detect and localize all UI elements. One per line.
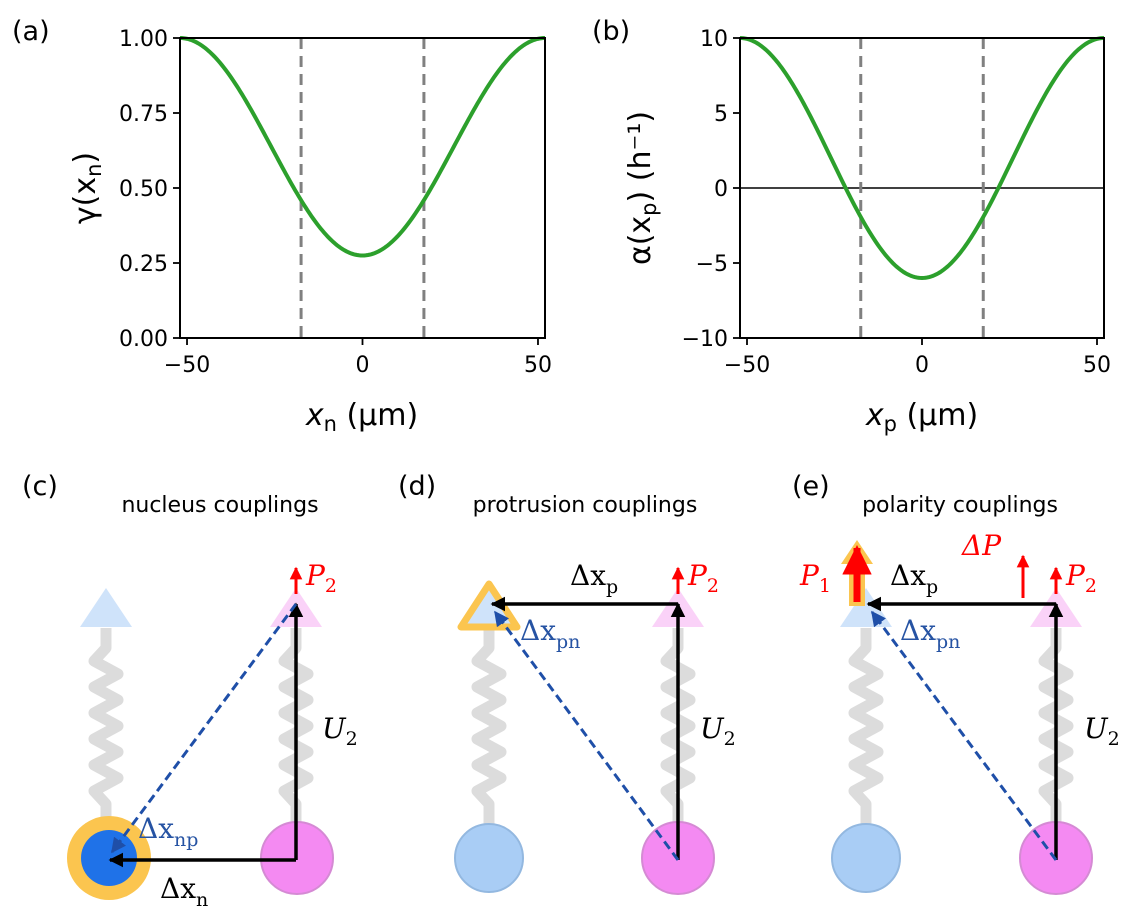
panel-e-title: polarity couplings: [862, 493, 1058, 518]
x-tick-label: 0: [915, 353, 929, 378]
dxpn-arrow: [493, 610, 680, 861]
x-tick-label: −50: [724, 353, 770, 378]
spring-left: [848, 628, 884, 830]
label-dxpn: Δxpn: [520, 614, 580, 653]
label-p2: P2: [1065, 559, 1097, 597]
data-curve: [179, 36, 546, 258]
plot-b-ylabel: α(xp) (h⁻¹): [623, 111, 661, 265]
y-tick-label: 5: [714, 102, 728, 127]
panel-a: (a) −50 0 50 0.00 0.25 0.50 0.75 1.00 xn (μm) γ…: [12, 16, 552, 436]
plot-a-xlabel: xn (μm): [305, 398, 418, 436]
spring-right: [1038, 628, 1074, 830]
panel-c-label: (c): [22, 471, 58, 502]
panel-d-title: protrusion couplings: [473, 493, 698, 518]
panel-d-label: (d): [398, 471, 436, 502]
panel-b-label: (b): [592, 16, 630, 47]
panel-e-label: (e): [792, 471, 830, 502]
label-dxnp: Δxnp: [138, 812, 198, 851]
nucleus-1: [81, 830, 137, 886]
spring-left: [88, 628, 124, 830]
label-p2: P2: [305, 559, 337, 597]
protrusion-1: [840, 588, 892, 627]
label-p2: P2: [687, 559, 719, 597]
x-tick-label: 50: [524, 353, 552, 378]
nucleus-1: [831, 823, 901, 893]
plot-b-frame: [739, 37, 1105, 339]
spring-right: [660, 628, 696, 830]
y-tick-label: 0.50: [119, 177, 168, 202]
y-tick-label: 1.00: [119, 27, 168, 52]
panel-d: (d) protrusion couplings P2 Δxp Δxpn U2: [398, 471, 736, 895]
panel-c: (c) nucleus couplings P2 U2 Δxnp Δxn: [22, 471, 358, 911]
data-curve: [739, 36, 1105, 281]
x-tick-label: 0: [356, 353, 370, 378]
label-dxp: Δxp: [890, 559, 938, 598]
y-tick-label: 0: [714, 177, 728, 202]
dxpn-arrow: [870, 610, 1058, 861]
nucleus-1: [454, 823, 524, 893]
y-tick-label: 0.25: [119, 252, 168, 277]
panel-c-title: nucleus couplings: [121, 493, 318, 518]
protrusion-1: [80, 588, 132, 627]
y-tick-label: −10: [682, 327, 728, 352]
panel-a-label: (a): [12, 16, 50, 47]
label-dxpn: Δxpn: [900, 614, 960, 653]
x-tick-label: −50: [164, 353, 210, 378]
label-dxn: Δxn: [160, 872, 208, 911]
label-u2: U2: [322, 712, 358, 750]
plot-a-frame: [179, 37, 546, 339]
spring-right: [278, 628, 314, 830]
plot-a-marks: −50 0 50 0.00 0.25 0.50 0.75 1.00: [119, 27, 552, 378]
label-dp: ΔP: [961, 529, 1002, 562]
spring-left: [471, 628, 507, 830]
y-tick-label: 0.75: [119, 102, 168, 127]
dxnp-arrow: [110, 603, 298, 854]
plot-b-xlabel: xp (μm): [865, 398, 978, 436]
label-dxp: Δxp: [570, 559, 618, 598]
y-tick-label: −5: [696, 252, 728, 277]
label-p1: P1: [799, 559, 831, 597]
y-tick-label: 10: [700, 27, 728, 52]
label-u2: U2: [700, 712, 736, 750]
label-u2: U2: [1084, 712, 1120, 750]
panel-e: (e) polarity couplings P1 Δxp ΔP P2 Δxpn…: [792, 471, 1120, 895]
x-tick-label: 50: [1083, 353, 1111, 378]
y-tick-label: 0.00: [119, 327, 168, 352]
plot-a-ylabel: γ(xn): [68, 152, 106, 224]
